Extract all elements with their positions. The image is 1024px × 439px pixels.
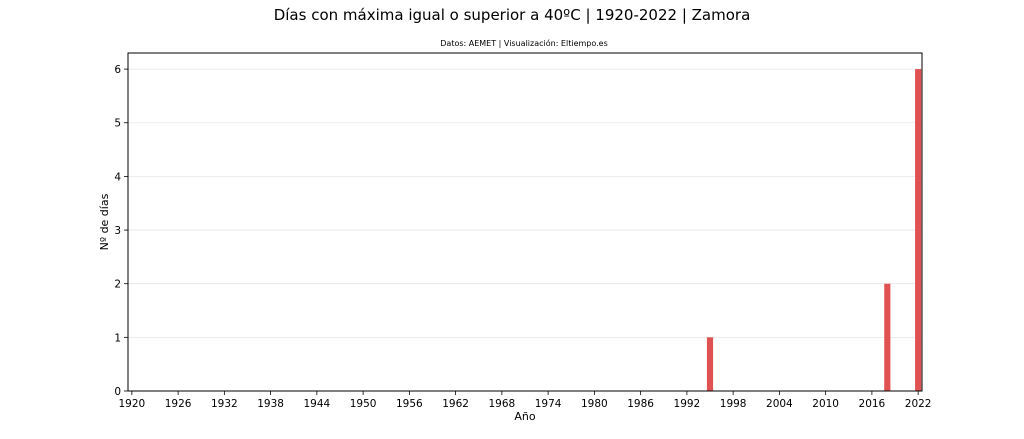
x-tick-label: 1992 <box>674 398 701 410</box>
x-tick-label: 1932 <box>211 398 238 410</box>
x-tick-label: 1962 <box>442 398 469 410</box>
y-tick-label: 3 <box>114 225 121 237</box>
y-tick-label: 0 <box>114 386 121 398</box>
x-axis: 1920 1926 1932 1938 1944 1950 1956 1962 1968 1974… <box>118 391 932 410</box>
y-axis: 0 1 2 3 4 5 6 <box>114 64 128 398</box>
x-tick-label: 1968 <box>489 398 516 410</box>
grid <box>128 68 922 338</box>
x-tick-label: 2022 <box>905 398 932 410</box>
x-tick-label: 1920 <box>118 398 145 410</box>
x-tick-label: 1986 <box>627 398 654 410</box>
x-tick-label: 2004 <box>766 398 793 410</box>
x-tick-label: 2016 <box>859 398 886 410</box>
y-axis-label: Nº de días <box>98 193 111 250</box>
x-tick-label: 1998 <box>720 398 747 410</box>
y-tick-label: 1 <box>114 332 121 344</box>
y-tick-label: 6 <box>114 64 121 76</box>
x-tick-label: 1974 <box>535 398 562 410</box>
y-tick-label: 5 <box>114 118 121 130</box>
bars <box>706 69 922 391</box>
x-tick-label: 1944 <box>303 398 330 410</box>
x-tick-label: 1938 <box>257 398 284 410</box>
x-axis-label: Año <box>514 410 535 423</box>
bar-2018 <box>884 283 891 391</box>
bar-2022 <box>915 69 922 391</box>
x-tick-label: 2010 <box>812 398 839 410</box>
chart-subtitle: Datos: AEMET | Visualización: Eltiempo.e… <box>440 38 608 48</box>
bar-1995 <box>706 337 714 391</box>
x-tick-label: 1956 <box>396 398 423 410</box>
x-tick-label: 1980 <box>581 398 608 410</box>
x-tick-label: 1926 <box>165 398 192 410</box>
y-tick-label: 2 <box>114 279 121 291</box>
y-tick-label: 4 <box>114 171 121 183</box>
plot-frame <box>127 52 923 392</box>
chart-title: Días con máxima igual o superior a 40ºC … <box>274 6 751 24</box>
x-tick-label: 1950 <box>350 398 377 410</box>
